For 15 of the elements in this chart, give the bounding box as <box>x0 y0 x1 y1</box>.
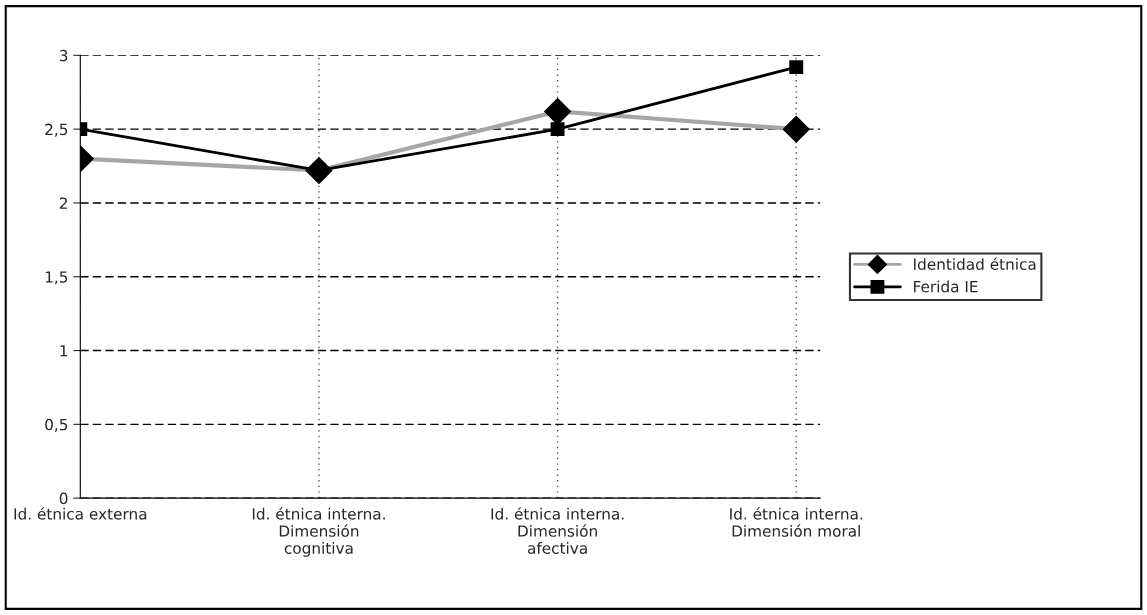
x-tick-label: Id. étnica interna. Dimensión afectiva <box>491 507 624 554</box>
y-tick-label: 3 <box>59 49 68 62</box>
point <box>789 60 804 75</box>
y-tick-label: 1 <box>60 345 68 357</box>
x-tick-label: Id. étnica externa <box>14 507 147 520</box>
y-tick-label: 2 <box>59 197 67 209</box>
x-tick-label: Id. étnica interna. Dimensión moral <box>730 507 863 537</box>
y-tick-label: 2,5 <box>45 123 68 137</box>
y-tick-label: 0 <box>59 492 68 505</box>
legend-label: Identidad étnica <box>914 257 1036 270</box>
legend-label: Ferida IE <box>914 280 978 293</box>
y-tick-label: 0,5 <box>45 418 68 432</box>
y-tick-label: 1,5 <box>45 271 68 285</box>
point <box>550 122 565 137</box>
x-tick-label: Id. étnica interna. Dimensión cognitiva <box>252 507 385 557</box>
